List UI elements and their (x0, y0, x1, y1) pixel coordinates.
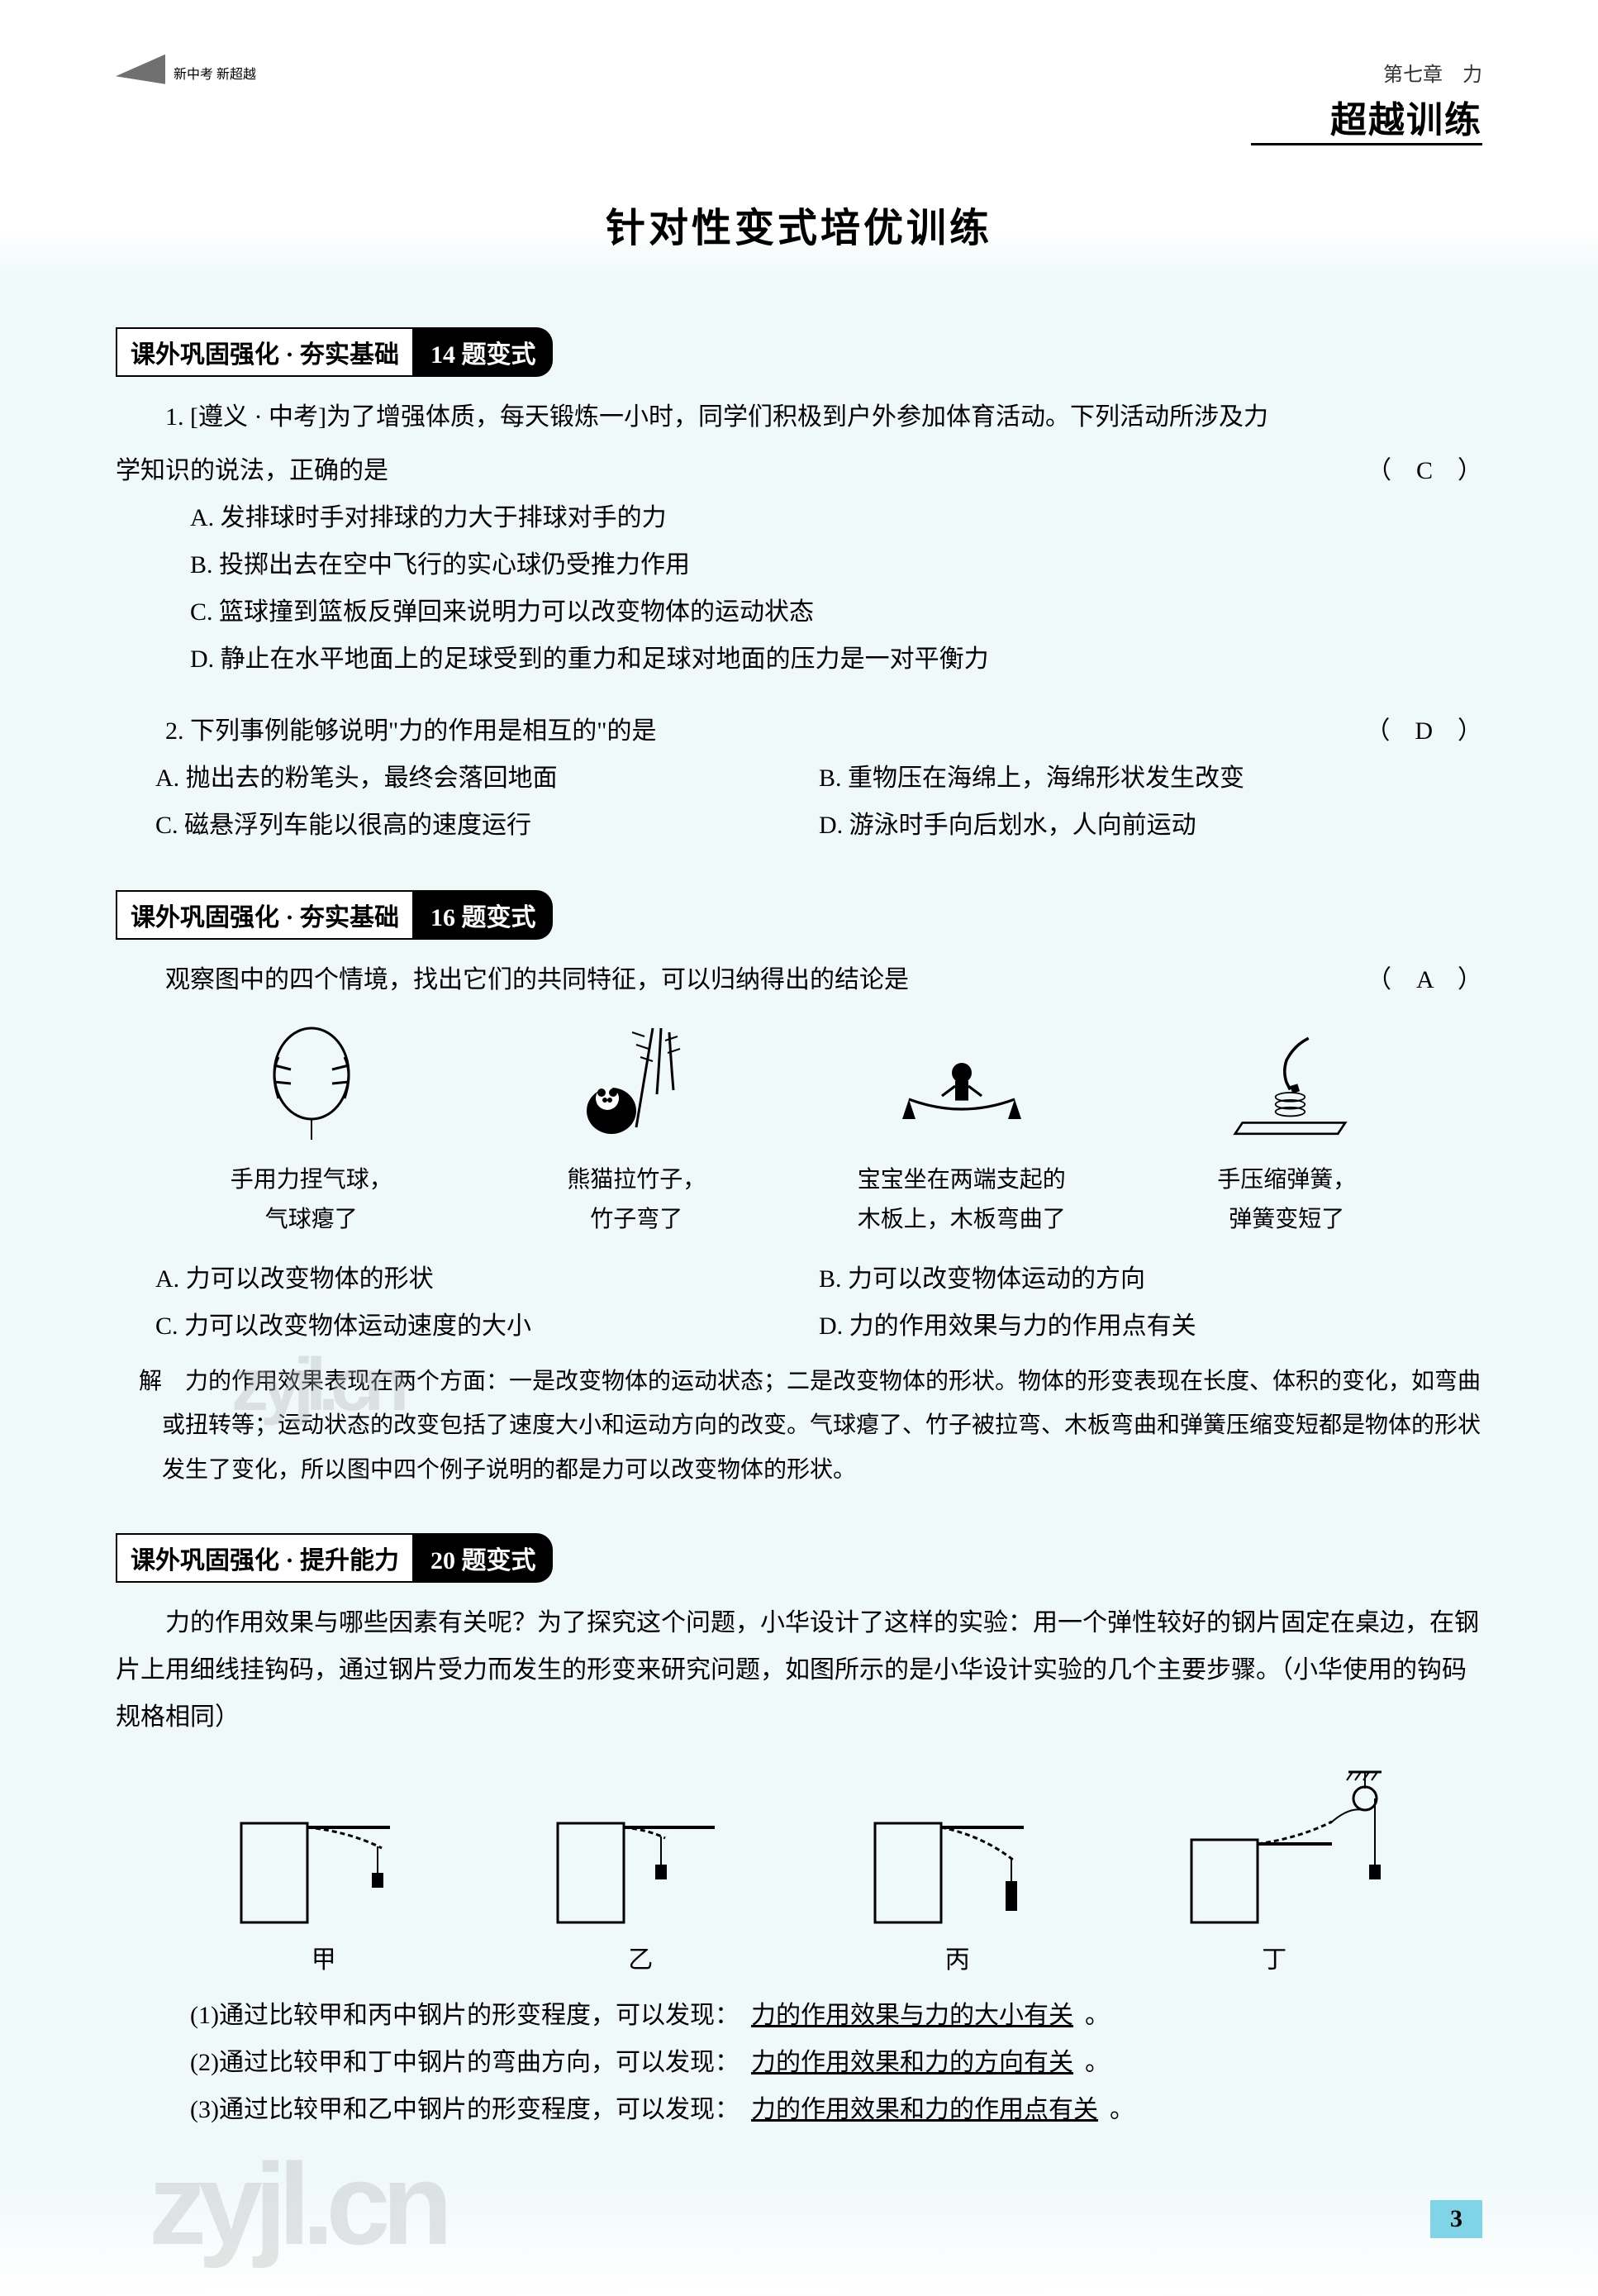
fill-1: (1)通过比较甲和丙中钢片的形变程度，可以发现：力的作用效果与力的大小有关。 (116, 1992, 1482, 2039)
image-item-1: 手用力捏气球， 气球瘪了 (149, 1020, 474, 1239)
header-left-text: 新中考 新超越 (174, 63, 256, 83)
image-item-4: 手压缩弹簧， 弹簧变短了 (1125, 1020, 1450, 1239)
diagram-2: 乙 (549, 1765, 731, 1975)
q1-answer: （ C ） (1367, 450, 1482, 486)
baby-board-icon (896, 1020, 1028, 1152)
page-container: 新中考 新超越 第七章 力 超越训练 针对性变式培优训练 课外巩固强化 · 夯实… (0, 0, 1598, 2296)
diagram-1: 甲 (233, 1765, 415, 1975)
chapter-label: 第七章 力 (1251, 58, 1482, 87)
q1-line1: 1. [遵义 · 中考]为了增强体质，每天锻炼一小时，同学们积极到户外参加体育活… (116, 393, 1482, 441)
q1-opt-a: A. 发排球时手对排球的力大于排球对手的力 (116, 494, 1482, 541)
q2-answer: （ D ） (1365, 710, 1482, 746)
caption-3: 宝宝坐在两端支起的 木板上，木板弯曲了 (858, 1160, 1066, 1239)
watermark-icon: zyjl.cn (149, 2137, 445, 2271)
s2-opt-b: B. 力可以改变物体运动的方向 (819, 1255, 1482, 1303)
s2-opt-a: A. 力可以改变物体的形状 (155, 1255, 819, 1303)
fill2-answer: 力的作用效果和力的方向有关 (740, 2049, 1085, 2076)
s2-answer: （ A ） (1367, 959, 1482, 995)
s2-opt-d: D. 力的作用效果与力的作用点有关 (819, 1303, 1482, 1350)
diagram-yi-icon (549, 1765, 731, 1931)
fill3-answer: 力的作用效果和力的作用点有关 (740, 2096, 1110, 2123)
q2-opt-c: C. 磁悬浮列车能以很高的速度运行 (155, 802, 819, 849)
section-header-2: 课外巩固强化 · 夯实基础 16 题变式 (116, 890, 1482, 940)
q2-text: 2. 下列事例能够说明"力的作用是相互的"的是 (116, 707, 657, 755)
section-badge-1: 14 题变式 (414, 327, 553, 377)
caption-2: 熊猫拉竹子， 竹子弯了 (567, 1160, 706, 1239)
header-right: 第七章 力 超越训练 (1251, 58, 1482, 145)
fill1-answer: 力的作用效果与力的大小有关 (740, 2002, 1085, 2029)
fill1-prefix: (1)通过比较甲和丙中钢片的形变程度，可以发现： (190, 2002, 740, 2029)
diagram-label-4: 丁 (1262, 1939, 1286, 1975)
q2-opt-d: D. 游泳时手向后划水，人向前运动 (819, 802, 1482, 849)
section-badge-2: 16 题变式 (414, 890, 553, 940)
q1-suffix: 学知识的说法，正确的是 (116, 447, 388, 494)
section-header-3: 课外巩固强化 · 提升能力 20 题变式 (116, 1533, 1482, 1583)
q1-line2: 学知识的说法，正确的是 （ C ） (116, 447, 1482, 494)
diagram-label-2: 乙 (628, 1939, 653, 1975)
q2-opt-a: A. 抛出去的粉笔头，最终会落回地面 (155, 755, 819, 802)
q2-line: 2. 下列事例能够说明"力的作用是相互的"的是 （ D ） (116, 707, 1482, 755)
header-underline: 超越训练 (1251, 90, 1482, 145)
page-header: 新中考 新超越 第七章 力 超越训练 (116, 58, 1482, 154)
section-label-1: 课外巩固强化 · 夯实基础 (116, 327, 414, 377)
diagram-4: 丁 (1183, 1765, 1365, 1975)
q2-row1: A. 抛出去的粉笔头，最终会落回地面 B. 重物压在海绵上，海绵形状发生改变 (116, 755, 1482, 802)
book-title: 超越训练 (1251, 90, 1482, 143)
s2-row1: A. 力可以改变物体的形状 B. 力可以改变物体运动的方向 (116, 1255, 1482, 1303)
diagram-bing-icon (867, 1765, 1049, 1931)
caption-4: 手压缩弹簧， 弹簧变短了 (1217, 1160, 1356, 1239)
section-label-2: 课外巩固强化 · 夯实基础 (116, 890, 414, 940)
image-item-3: 宝宝坐在两端支起的 木板上，木板弯曲了 (799, 1020, 1125, 1239)
s2-question-line: 观察图中的四个情境，找出它们的共同特征，可以归纳得出的结论是 （ A ） (116, 956, 1482, 1003)
fill-3: (3)通过比较甲和乙中钢片的形变程度，可以发现：力的作用效果和力的作用点有关。 (116, 2086, 1482, 2133)
diagram-label-3: 丙 (945, 1939, 970, 1975)
diagram-row: 甲 乙 (116, 1765, 1482, 1975)
fill2-prefix: (2)通过比较甲和丁中钢片的弯曲方向，可以发现： (190, 2049, 740, 2076)
q1-opt-b: B. 投掷出去在空中飞行的实心球仍受推力作用 (116, 541, 1482, 588)
spring-icon (1220, 1020, 1353, 1152)
main-title: 针对性变式培优训练 (116, 195, 1482, 253)
panda-icon (570, 1020, 702, 1152)
fill3-prefix: (3)通过比较甲和乙中钢片的形变程度，可以发现： (190, 2096, 740, 2123)
watermark-icon: zyjl.cn (231, 1343, 401, 1428)
diagram-jia-icon (233, 1765, 415, 1931)
header-left: 新中考 新超越 (116, 58, 256, 88)
section-header-1: 课外巩固强化 · 夯实基础 14 题变式 (116, 327, 1482, 377)
arrow-left-icon (116, 55, 165, 91)
balloon-icon (245, 1020, 378, 1152)
s3-question: 力的作用效果与哪些因素有关呢？为了探究这个问题，小华设计了这样的实验：用一个弹性… (116, 1599, 1482, 1741)
caption-1: 手用力捏气球， 气球瘪了 (231, 1160, 392, 1239)
images-row: 手用力捏气球， 气球瘪了 熊猫拉竹子， 竹子弯了 (116, 1020, 1482, 1239)
section-label-3: 课外巩固强化 · 提升能力 (116, 1533, 414, 1583)
page-number: 3 (1430, 2200, 1482, 2238)
q1-opt-d: D. 静止在水平地面上的足球受到的重力和足球对地面的压力是一对平衡力 (116, 636, 1482, 683)
q2-opt-b: B. 重物压在海绵上，海绵形状发生改变 (819, 755, 1482, 802)
image-item-2: 熊猫拉竹子， 竹子弯了 (474, 1020, 800, 1239)
section-badge-3: 20 题变式 (414, 1533, 553, 1583)
fill-2: (2)通过比较甲和丁中钢片的弯曲方向，可以发现：力的作用效果和力的方向有关。 (116, 2039, 1482, 2086)
q2-row2: C. 磁悬浮列车能以很高的速度运行 D. 游泳时手向后划水，人向前运动 (116, 802, 1482, 849)
q1-opt-c: C. 篮球撞到篮板反弹回来说明力可以改变物体的运动状态 (116, 588, 1482, 636)
diagram-3: 丙 (867, 1765, 1049, 1975)
diagram-ding-icon (1183, 1765, 1365, 1931)
s2-question: 观察图中的四个情境，找出它们的共同特征，可以归纳得出的结论是 (116, 956, 909, 1003)
diagram-label-1: 甲 (312, 1939, 336, 1975)
